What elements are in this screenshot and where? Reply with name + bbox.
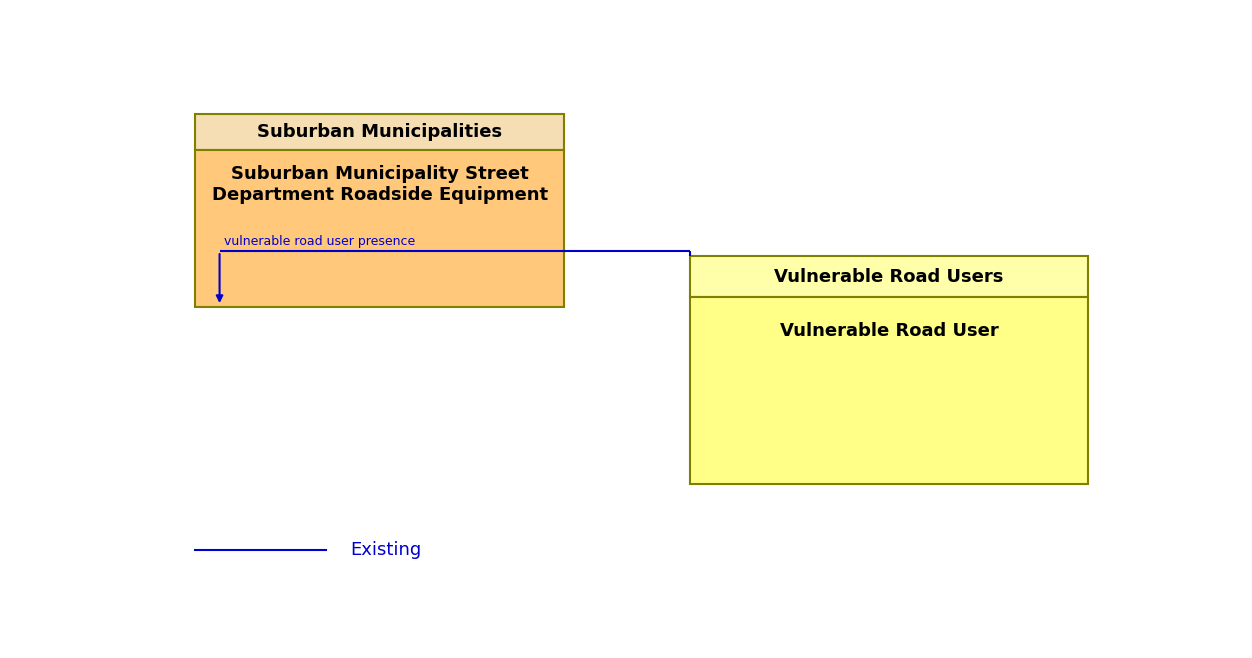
Text: Suburban Municipalities: Suburban Municipalities [257,123,502,141]
FancyBboxPatch shape [195,150,563,307]
Text: Vulnerable Road Users: Vulnerable Road Users [775,268,1004,286]
FancyBboxPatch shape [195,114,563,150]
Text: Suburban Municipality Street
Department Roadside Equipment: Suburban Municipality Street Department … [212,165,547,204]
Text: vulnerable road user presence: vulnerable road user presence [224,235,416,248]
FancyBboxPatch shape [690,256,1088,297]
FancyBboxPatch shape [690,297,1088,484]
Text: Vulnerable Road User: Vulnerable Road User [780,322,998,340]
Text: Existing: Existing [351,541,422,559]
